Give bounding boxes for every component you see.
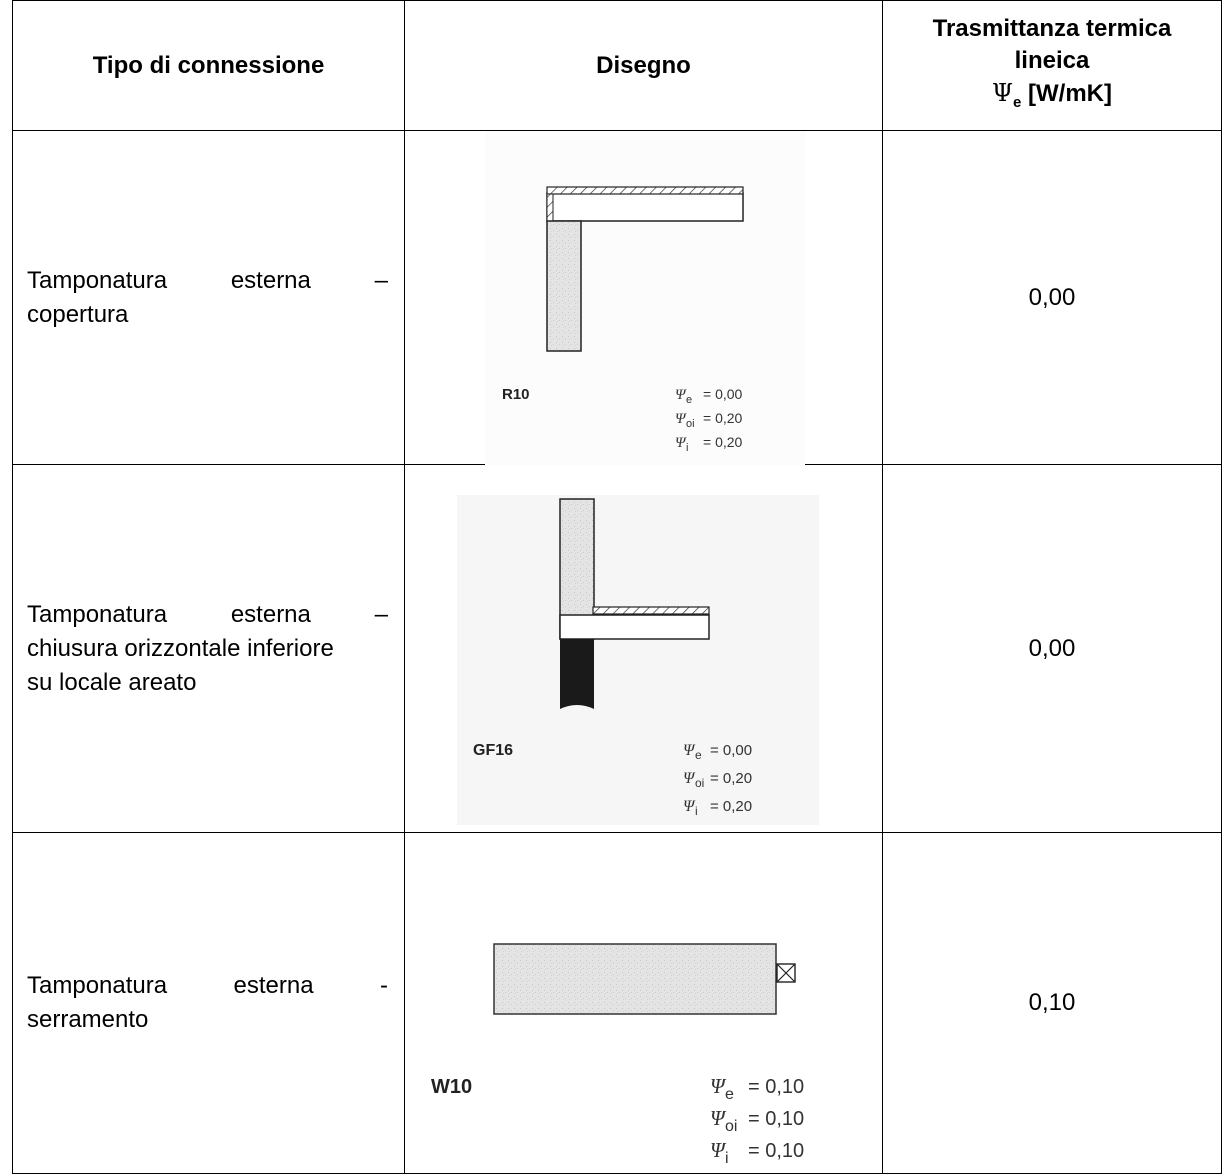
header-connection-type: Tipo di connessione [12, 0, 405, 131]
svg-text:e: e [695, 748, 702, 762]
svg-text:e: e [686, 394, 692, 406]
svg-text:= 0,00: = 0,00 [703, 386, 743, 402]
svg-text:= 0,10: = 0,10 [748, 1076, 804, 1098]
svg-text:oi: oi [695, 776, 704, 790]
svg-text:Ψ: Ψ [675, 387, 687, 403]
header-drawing: Disegno [404, 0, 883, 131]
svg-text:oi: oi [725, 1118, 737, 1135]
svg-text:W10: W10 [431, 1076, 472, 1098]
table-header-row: Tipo di connessione Disegno Trasmittanza… [12, 0, 1222, 131]
svg-text:i: i [725, 1150, 729, 1167]
svg-text:= 0,00: = 0,00 [710, 742, 752, 759]
svg-text:e: e [725, 1086, 734, 1103]
transmittance-value: 0,00 [882, 130, 1222, 465]
svg-text:Ψ: Ψ [683, 742, 696, 759]
connection-type-cell: Tamponatura esterna - serramento [12, 832, 405, 1174]
connection-type-cell: Tamponatura esterna – copertura [12, 130, 405, 465]
svg-text:= 0,20: = 0,20 [710, 770, 752, 787]
svg-text:= 0,20: = 0,20 [703, 410, 743, 426]
svg-text:R10: R10 [502, 386, 530, 403]
svg-text:i: i [686, 442, 688, 454]
psi-symbol: Ψ [991, 78, 1014, 107]
svg-text:Ψ: Ψ [675, 435, 687, 451]
svg-text:= 0,10: = 0,10 [748, 1108, 804, 1130]
header-transmittance: Trasmittanza termica lineica Ψe [W/mK] [882, 0, 1222, 131]
svg-text:oi: oi [686, 418, 695, 430]
svg-text:Ψ: Ψ [683, 798, 696, 815]
svg-text:Ψ: Ψ [710, 1106, 727, 1130]
table-row: Tamponatura esterna – chiusura orizzontale… [12, 464, 1222, 833]
svg-text:Ψ: Ψ [675, 411, 687, 427]
connection-type-cell: Tamponatura esterna – chiusura orizzontale… [12, 464, 405, 833]
svg-text:= 0,20: = 0,20 [703, 434, 743, 450]
svg-text:= 0,20: = 0,20 [710, 798, 752, 815]
transmittance-value: 0,10 [882, 832, 1222, 1174]
svg-text:Ψ: Ψ [683, 770, 696, 787]
svg-text:Ψ: Ψ [710, 1138, 727, 1162]
svg-text:GF16: GF16 [473, 742, 513, 759]
svg-text:i: i [695, 804, 698, 818]
thermal-bridge-table: Tipo di connessione Disegno Trasmittanza… [12, 0, 1222, 1174]
svg-text:= 0,10: = 0,10 [748, 1140, 804, 1162]
transmittance-value: 0,00 [882, 464, 1222, 833]
svg-text:Ψ: Ψ [710, 1074, 727, 1098]
